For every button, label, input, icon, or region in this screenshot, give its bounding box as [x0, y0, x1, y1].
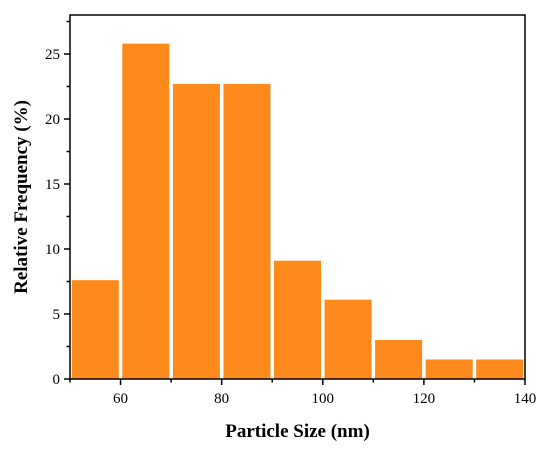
histogram-bar-0 [71, 280, 119, 379]
y-tick-label: 20 [45, 112, 60, 128]
histogram-bar-1 [122, 43, 170, 379]
histogram-bar-3 [223, 83, 271, 380]
histogram-bar-8 [476, 359, 524, 379]
y-tick-label: 15 [45, 177, 60, 193]
y-tick-label: 10 [45, 242, 60, 258]
x-axis-title: Particle Size (nm) [225, 421, 370, 442]
histogram-bar-5 [324, 299, 372, 379]
histogram-bar-2 [172, 83, 220, 380]
y-tick-label: 5 [53, 307, 61, 323]
histogram-bar-4 [273, 260, 322, 379]
histogram-bar-6 [375, 340, 423, 379]
bars-layer [71, 43, 524, 380]
histogram-bar-7 [425, 359, 473, 379]
x-tick-label: 80 [214, 391, 229, 407]
y-axis-title: Relative Frequency (%) [11, 100, 32, 294]
x-tick-label: 100 [312, 391, 335, 407]
plot-frame [69, 14, 526, 380]
x-tick-label: 120 [413, 391, 436, 407]
x-tick-label: 60 [113, 391, 128, 407]
y-tick-label: 25 [45, 47, 60, 63]
ticks-layer: 60 80 100 120 140 0 5 10 15 20 25 [45, 20, 537, 407]
y-tick-label: 0 [53, 372, 61, 388]
x-tick-label: 140 [514, 391, 537, 407]
